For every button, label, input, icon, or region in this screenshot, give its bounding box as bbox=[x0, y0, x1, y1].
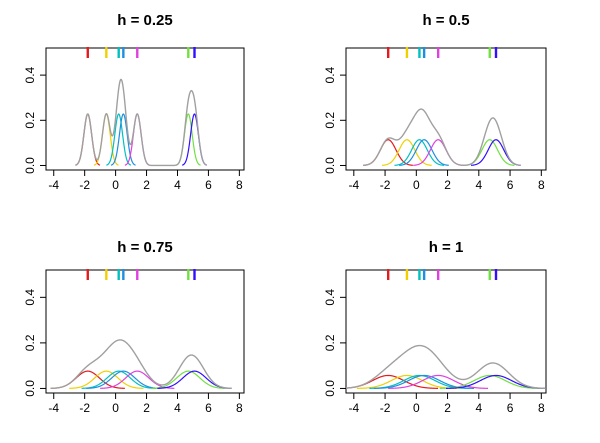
panel-title: h = 0.25 bbox=[117, 12, 172, 29]
panel-title: h = 0.75 bbox=[117, 239, 172, 256]
x-tick-label: 6 bbox=[507, 178, 514, 192]
x-tick-label: 6 bbox=[205, 178, 212, 192]
y-tick-label: 0.0 bbox=[23, 157, 37, 174]
density-curves bbox=[50, 339, 232, 390]
density-total-curve bbox=[75, 78, 207, 167]
x-tick-label: -4 bbox=[48, 178, 59, 192]
kernel-curve bbox=[86, 370, 161, 389]
x-tick-label: 8 bbox=[236, 178, 243, 192]
kernel-curve bbox=[363, 139, 413, 166]
kernel-curve bbox=[439, 374, 540, 389]
density-total-curve bbox=[346, 344, 546, 390]
plot-frame bbox=[345, 269, 547, 394]
y-tick-label: 0.0 bbox=[23, 380, 37, 397]
kernel-curve bbox=[81, 370, 156, 389]
x-tick-label: 2 bbox=[143, 178, 150, 192]
y-tick-label: 0.4 bbox=[323, 66, 337, 83]
kernel-curve bbox=[381, 139, 432, 166]
x-tick-label: 2 bbox=[143, 401, 150, 415]
x-tick-label: 4 bbox=[475, 401, 482, 415]
kernel-curve bbox=[399, 139, 449, 166]
y-tick-label: 0.4 bbox=[23, 66, 37, 83]
y-tick-label: 0.4 bbox=[23, 289, 37, 306]
x-tick-label: 0 bbox=[413, 401, 420, 415]
y-tick-label: 0.0 bbox=[323, 157, 337, 174]
kernel-curve bbox=[470, 139, 521, 166]
panel-h-025: h = 0.25 -4 -2 0 2 4 6 8 0.0 0.2 0.4 bbox=[23, 12, 245, 192]
x-tick-label: 8 bbox=[538, 178, 545, 192]
y-tick-label: 0.2 bbox=[323, 334, 337, 351]
panel-title: h = 1 bbox=[429, 239, 464, 256]
x-tick-label: -4 bbox=[348, 178, 359, 192]
kernel-curve bbox=[69, 370, 144, 389]
kernel-curve bbox=[413, 139, 463, 166]
x-tick-label: 4 bbox=[174, 178, 181, 192]
x-tick-label: 0 bbox=[112, 401, 119, 415]
x-tick-label: -2 bbox=[380, 401, 391, 415]
panel-h-05: h = 0.5 -4 -2 0 2 4 6 8 0.0 0.2 0.4 bbox=[323, 12, 547, 192]
panel-title: h = 0.5 bbox=[422, 12, 469, 29]
x-tick-label: -4 bbox=[348, 401, 359, 415]
kernel-curve bbox=[388, 374, 489, 389]
x-tick-label: 4 bbox=[174, 401, 181, 415]
x-tick-label: -2 bbox=[79, 178, 90, 192]
y-tick-label: 0.2 bbox=[23, 112, 37, 129]
x-tick-label: 4 bbox=[475, 178, 482, 192]
y-tick-label: 0.0 bbox=[323, 380, 337, 397]
kernel-curve bbox=[106, 113, 132, 166]
kernel-curve bbox=[394, 139, 445, 166]
plot-frame bbox=[45, 269, 245, 394]
y-tick-label: 0.4 bbox=[323, 289, 337, 306]
x-tick-label: 8 bbox=[236, 401, 243, 415]
x-tick-label: 8 bbox=[538, 401, 545, 415]
density-curves bbox=[75, 78, 207, 167]
density-total-curve bbox=[50, 339, 232, 390]
x-tick-label: -2 bbox=[79, 401, 90, 415]
kernel-curve bbox=[110, 113, 136, 166]
x-tick-label: 6 bbox=[507, 401, 514, 415]
y-tick-label: 0.2 bbox=[323, 112, 337, 129]
x-tick-label: 6 bbox=[205, 401, 212, 415]
density-curves bbox=[346, 344, 546, 390]
kernel-curve bbox=[151, 370, 226, 389]
y-tick-label: 0.2 bbox=[23, 334, 37, 351]
panel-plot-area: -4 -2 0 2 4 6 8 0.0 0.2 0.4 bbox=[323, 47, 547, 192]
kernel-curve bbox=[75, 113, 101, 166]
panel-h-075: h = 0.75 -4 -2 0 2 4 6 8 0.0 0.2 0.4 bbox=[23, 239, 245, 415]
plot-frame bbox=[345, 47, 547, 171]
density-total-curve bbox=[363, 108, 521, 167]
plot-frame bbox=[45, 47, 245, 171]
x-tick-label: -4 bbox=[48, 401, 59, 415]
panel-plot-area: -4 -2 0 2 4 6 8 0.0 0.2 0.4 bbox=[23, 269, 245, 415]
panel-h-1: h = 1 -4 -2 0 2 4 6 8 0.0 0.2 0.4 bbox=[323, 239, 547, 415]
panel-plot-area: -4 -2 0 2 4 6 8 0.0 0.2 0.4 bbox=[323, 269, 547, 415]
x-tick-label: 2 bbox=[444, 401, 451, 415]
density-curves bbox=[363, 108, 521, 167]
x-tick-label: -2 bbox=[380, 178, 391, 192]
x-tick-label: 0 bbox=[413, 178, 420, 192]
x-tick-label: 0 bbox=[112, 178, 119, 192]
kernel-curve bbox=[356, 374, 457, 389]
panel-plot-area: -4 -2 0 2 4 6 8 0.0 0.2 0.4 bbox=[23, 47, 245, 192]
x-tick-label: 2 bbox=[444, 178, 451, 192]
